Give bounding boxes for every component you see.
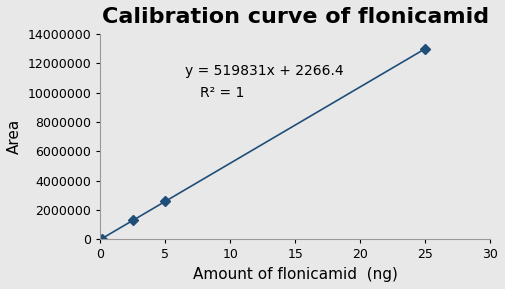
Title: Calibration curve of flonicamid: Calibration curve of flonicamid: [102, 7, 489, 27]
Y-axis label: Area: Area: [7, 119, 22, 154]
X-axis label: Amount of flonicamid  (ng): Amount of flonicamid (ng): [193, 267, 398, 282]
Text: y = 519831x + 2266.4: y = 519831x + 2266.4: [185, 64, 343, 78]
Text: R² = 1: R² = 1: [200, 86, 245, 100]
